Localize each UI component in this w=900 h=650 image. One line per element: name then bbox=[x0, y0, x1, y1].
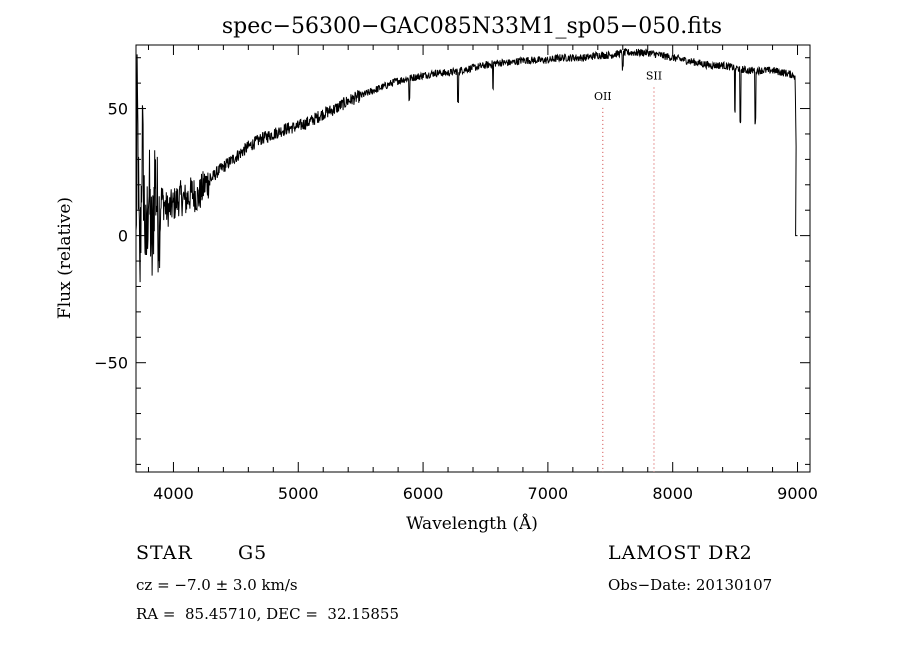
plot-frame bbox=[135, 44, 811, 473]
object-subclass: G5 bbox=[238, 542, 268, 564]
x-tick-label: 8000 bbox=[652, 484, 693, 503]
x-axis-label: Wavelength (Å) bbox=[406, 513, 538, 534]
line-marker-label: SII bbox=[646, 70, 662, 83]
coordinates: RA = 85.45710, DEC = 32.15855 bbox=[136, 605, 400, 623]
spectrum-line bbox=[135, 47, 798, 283]
chart-title: spec−56300−GAC085N33M1_sp05−050.fits bbox=[222, 14, 722, 39]
survey-name: LAMOST DR2 bbox=[608, 542, 753, 564]
x-tick-label: 9000 bbox=[777, 484, 818, 503]
line-marker-label: OII bbox=[594, 90, 612, 103]
line-markers: OII SII bbox=[594, 70, 662, 472]
object-class: STAR bbox=[136, 542, 193, 564]
y-axis-label: Flux (relative) bbox=[55, 197, 75, 319]
y-tick-label: 50 bbox=[108, 100, 128, 119]
axis-ticks bbox=[136, 45, 810, 472]
axis-tick-labels: 4000 5000 6000 7000 8000 9000 −50 0 50 bbox=[94, 100, 818, 503]
redshift-cz: cz = −7.0 ± 3.0 km/s bbox=[136, 576, 298, 594]
x-tick-label: 5000 bbox=[278, 484, 319, 503]
observation-date: Obs−Date: 20130107 bbox=[608, 576, 773, 594]
x-tick-label: 4000 bbox=[153, 484, 194, 503]
x-tick-label: 6000 bbox=[403, 484, 444, 503]
x-tick-label: 7000 bbox=[528, 484, 569, 503]
y-tick-label: 0 bbox=[118, 227, 128, 246]
y-tick-label: −50 bbox=[94, 354, 128, 373]
